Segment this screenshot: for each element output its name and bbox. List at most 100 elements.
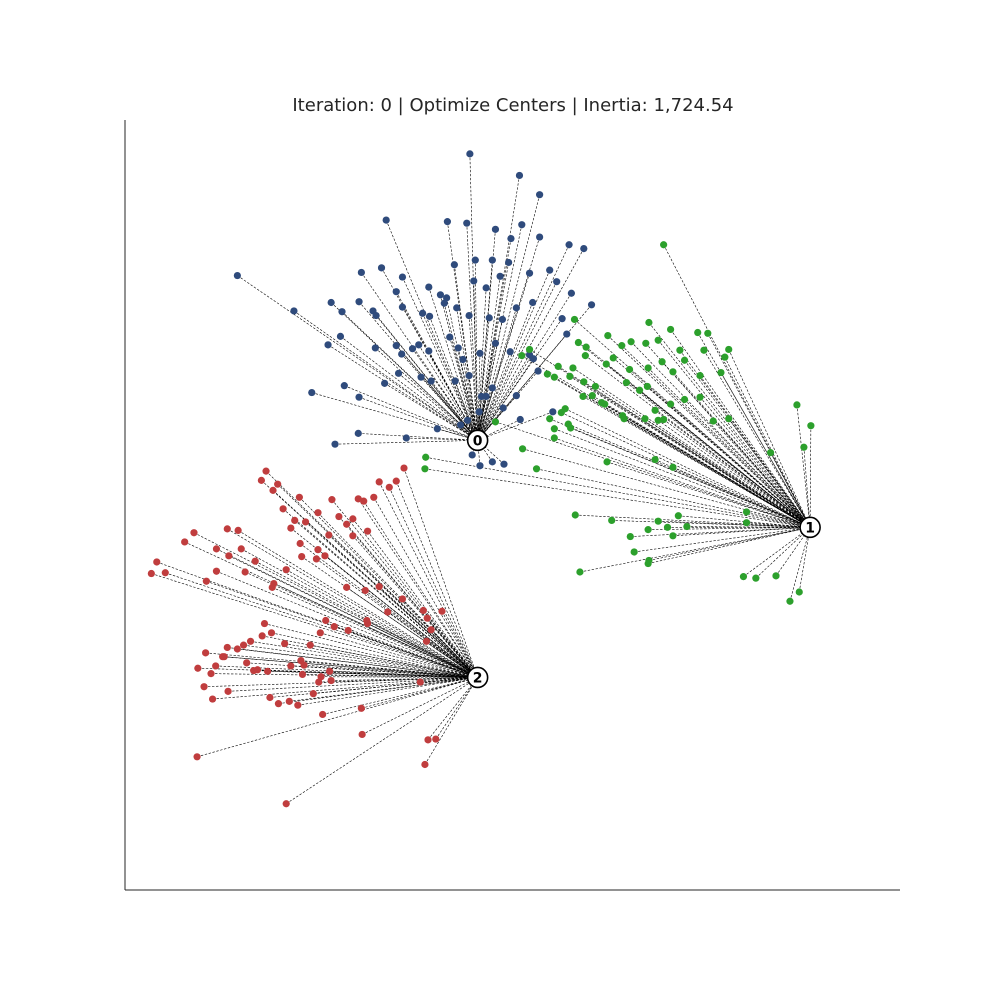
data-point-cluster-1 <box>807 422 815 430</box>
data-point-cluster-0 <box>324 341 332 349</box>
data-point-cluster-0 <box>427 377 435 385</box>
data-point-cluster-0 <box>525 269 534 277</box>
data-point-cluster-2 <box>325 531 333 539</box>
data-point-cluster-2 <box>270 579 278 588</box>
assignment-line-cluster-0 <box>477 238 512 441</box>
assignment-line-cluster-2 <box>222 656 478 678</box>
data-point-cluster-2 <box>392 477 400 485</box>
data-point-cluster-0 <box>355 393 363 401</box>
assignment-line-cluster-1 <box>630 527 811 537</box>
data-point-cluster-2 <box>258 632 266 640</box>
data-point-cluster-1 <box>601 400 609 408</box>
data-point-cluster-2 <box>212 567 221 575</box>
assignment-line-cluster-0 <box>237 275 478 441</box>
data-point-cluster-2 <box>400 464 408 472</box>
data-point-cluster-0 <box>476 462 484 470</box>
data-point-cluster-1 <box>566 372 574 381</box>
assignment-line-cluster-1 <box>575 514 811 528</box>
cluster-center-1: 1 <box>799 516 821 539</box>
assignment-line-cluster-2 <box>334 626 478 678</box>
data-point-cluster-0 <box>565 241 573 249</box>
data-point-cluster-0 <box>516 415 524 424</box>
assignment-line-cluster-1 <box>425 456 811 528</box>
data-point-cluster-1 <box>608 516 616 525</box>
center-label: 2 <box>473 670 483 686</box>
data-point-cluster-1 <box>663 523 672 531</box>
data-point-cluster-2 <box>384 608 392 616</box>
assignment-line-cluster-2 <box>366 620 478 678</box>
data-point-cluster-2 <box>330 623 338 631</box>
assignment-line-cluster-2 <box>321 676 478 678</box>
assignment-line-cluster-1 <box>703 350 811 528</box>
data-point-cluster-1 <box>680 395 689 404</box>
assignment-line-cluster-0 <box>422 313 478 441</box>
assignment-line-cluster-2 <box>352 535 478 678</box>
assignment-line-cluster-1 <box>424 468 811 528</box>
assignment-line-cluster-2 <box>322 677 478 715</box>
assignment-line-cluster-0 <box>477 358 534 441</box>
data-point-cluster-2 <box>282 800 290 808</box>
assignment-line-cluster-0 <box>444 303 478 441</box>
data-point-cluster-0 <box>498 315 507 324</box>
assignment-line-cluster-2 <box>367 623 478 678</box>
data-point-cluster-2 <box>300 661 308 669</box>
data-point-cluster-1 <box>554 362 562 370</box>
data-point-cluster-1 <box>625 365 634 374</box>
assignment-line-cluster-2 <box>261 480 478 678</box>
data-point-cluster-1 <box>700 346 708 354</box>
data-point-cluster-2 <box>266 693 274 702</box>
assignment-line-cluster-0 <box>468 375 478 441</box>
data-point-cluster-1 <box>742 519 751 527</box>
assignment-line-cluster-1 <box>572 367 811 528</box>
assignment-line-cluster-1 <box>648 527 811 564</box>
assignment-line-cluster-2 <box>435 677 478 740</box>
data-point-cluster-2 <box>223 643 231 652</box>
assignment-line-cluster-1 <box>684 399 811 528</box>
data-point-cluster-0 <box>233 271 241 280</box>
assignment-line-cluster-1 <box>621 345 811 528</box>
data-point-cluster-0 <box>491 225 500 233</box>
data-point-cluster-2 <box>279 505 287 513</box>
data-point-cluster-0 <box>394 369 403 377</box>
data-point-cluster-1 <box>591 382 600 391</box>
data-point-cluster-1 <box>742 508 751 516</box>
data-point-cluster-2 <box>421 760 429 769</box>
assignment-line-cluster-2 <box>228 555 478 678</box>
assignment-line-cluster-2 <box>216 570 478 678</box>
data-point-cluster-1 <box>518 445 527 453</box>
data-point-cluster-1 <box>581 352 589 360</box>
assignment-line-cluster-1 <box>743 527 811 577</box>
data-point-cluster-0 <box>496 272 504 280</box>
assignment-line-cluster-0 <box>477 281 557 441</box>
data-point-cluster-1 <box>651 406 659 414</box>
assignment-line-cluster-0 <box>420 376 478 441</box>
assignment-line-cluster-0 <box>384 383 478 441</box>
assignment-line-cluster-1 <box>648 527 811 561</box>
data-point-cluster-2 <box>315 678 323 686</box>
assignment-line-cluster-2 <box>205 652 478 678</box>
data-point-cluster-2 <box>298 552 306 561</box>
data-point-cluster-0 <box>338 308 346 316</box>
data-point-cluster-2 <box>326 667 334 675</box>
assignment-line-cluster-2 <box>267 671 478 678</box>
assignment-line-cluster-1 <box>699 397 811 528</box>
assignment-line-cluster-1 <box>634 527 811 553</box>
data-point-cluster-0 <box>417 373 425 381</box>
data-point-cluster-1 <box>576 568 584 576</box>
data-point-cluster-2 <box>328 496 336 504</box>
assignment-line-cluster-2 <box>286 569 478 678</box>
assignment-line-cluster-2 <box>362 677 478 735</box>
data-point-cluster-0 <box>506 348 514 356</box>
data-point-cluster-2 <box>423 614 431 622</box>
cluster-center-0: 0 <box>466 429 489 452</box>
assignment-line-cluster-0 <box>449 337 478 441</box>
assignment-line-cluster-1 <box>611 520 811 528</box>
data-point-cluster-0 <box>456 421 465 429</box>
data-point-cluster-2 <box>349 515 357 523</box>
data-point-cluster-1 <box>674 512 682 520</box>
assignment-line-cluster-0 <box>477 302 533 441</box>
assignment-line-cluster-1 <box>607 335 811 528</box>
assignment-line-cluster-0 <box>477 194 540 441</box>
data-point-cluster-1 <box>550 425 558 433</box>
assignment-line-cluster-1 <box>495 421 811 528</box>
